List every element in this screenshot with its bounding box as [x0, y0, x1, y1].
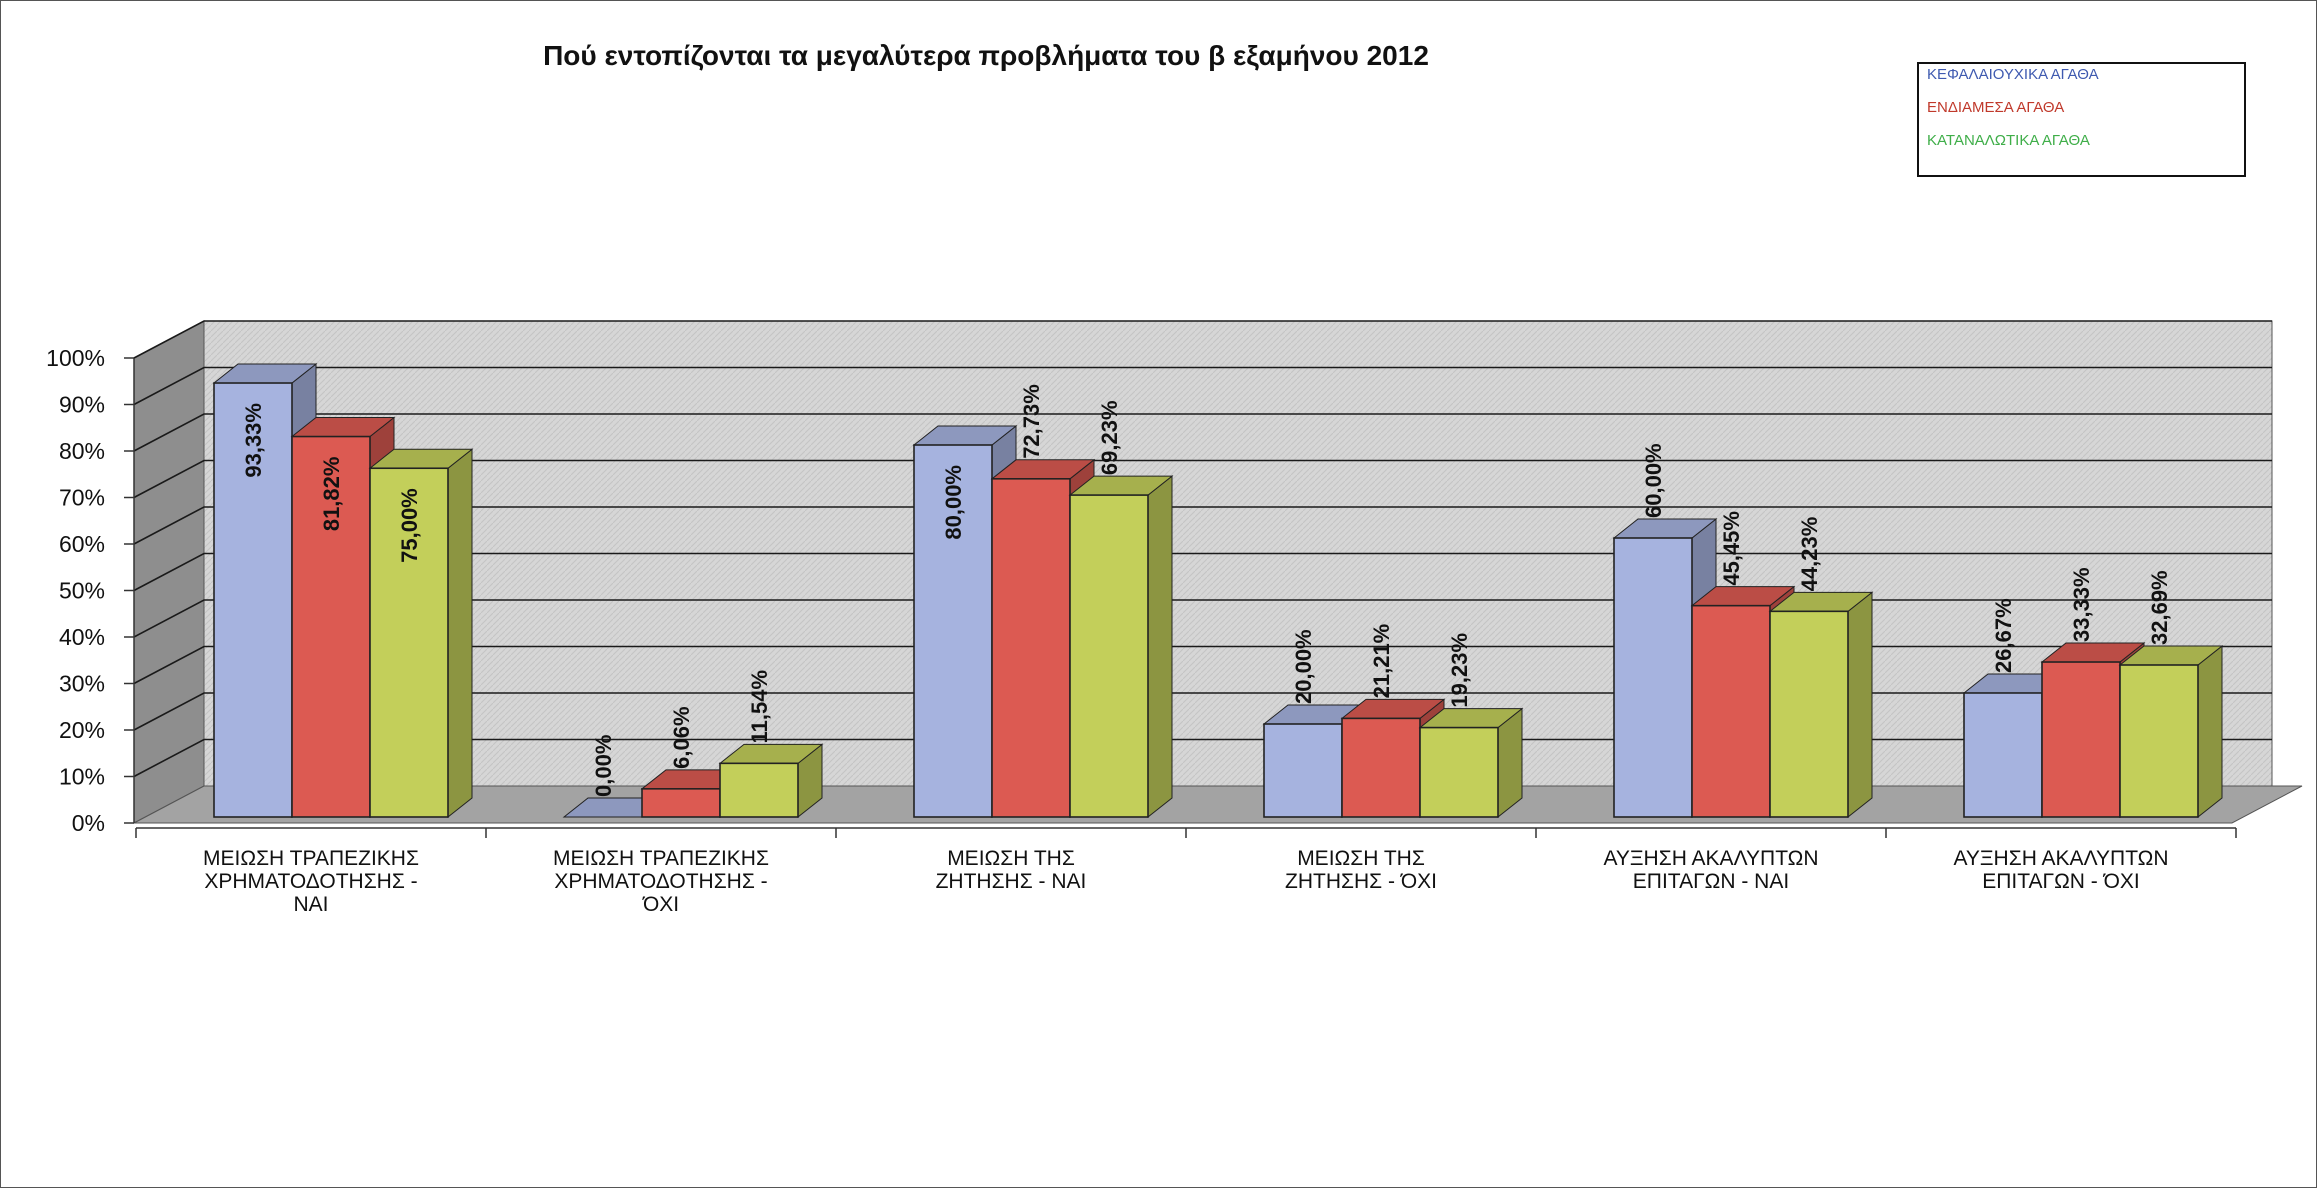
- y-tick-label: 80%: [59, 438, 105, 464]
- bar: [1768, 591, 1874, 819]
- bar: [718, 743, 824, 819]
- data-label: 72,73%: [1019, 384, 1044, 459]
- category-label: ΜΕΙΩΣΗ ΤΡΑΠΕΖΙΚΗΣ ΧΡΗΜΑΤΟΔΟΤΗΣΗΣ -ΌΧΙ: [553, 847, 769, 916]
- category-label: ΑΥΞΗΣΗ ΑΚΑΛΥΠΤΩΝ ΕΠΙΤΑΓΩΝ - ΝΑΙ: [1603, 847, 1818, 893]
- category-label: ΜΕΙΩΣΗ ΤΗΣ ΖΗΤΗΣΗΣ - ΌΧΙ: [1285, 847, 1437, 893]
- bar-front: [1769, 610, 1849, 818]
- gridline: [133, 366, 2272, 406]
- bar: [2118, 644, 2224, 819]
- bar-side: [447, 448, 473, 819]
- data-label: 80,00%: [941, 465, 966, 540]
- data-label: 20,00%: [1291, 629, 1316, 704]
- gridline: [133, 506, 2272, 545]
- data-label: 11,54%: [747, 670, 772, 743]
- gridline: [133, 599, 2272, 638]
- data-label: 33,33%: [2069, 567, 2094, 642]
- legend-entry: ΕΝΔΙΑΜΕΣΑ ΑΓΑΘΑ: [1927, 99, 2064, 116]
- y-tick-label: 60%: [59, 531, 105, 557]
- y-tick-label: 70%: [59, 485, 105, 511]
- bar-front: [2119, 664, 2199, 818]
- y-tick-label: 0%: [72, 810, 105, 836]
- data-label: 21,21%: [1369, 624, 1394, 699]
- bar-side: [2197, 644, 2223, 819]
- category-label: ΑΥΞΗΣΗ ΑΚΑΛΥΠΤΩΝ ΕΠΙΤΑΓΩΝ - ΌΧΙ: [1953, 847, 2168, 893]
- bar-front: [1341, 717, 1421, 818]
- bar-front: [369, 467, 449, 818]
- legend-box: [1917, 62, 2246, 177]
- bar-front: [1963, 692, 2043, 818]
- bar-front: [2041, 661, 2121, 818]
- y-tick-label: 20%: [59, 717, 105, 743]
- bar: [368, 448, 474, 819]
- data-label: 44,23%: [1797, 517, 1822, 592]
- data-label: 81,82%: [319, 457, 344, 532]
- bar-front: [719, 762, 799, 818]
- data-label: 6,06%: [669, 706, 694, 768]
- y-tick-label: 10%: [59, 764, 105, 790]
- y-tick-label: 50%: [59, 578, 105, 604]
- gridline: [133, 552, 2272, 592]
- gridline: [133, 413, 2272, 452]
- bar-front: [1691, 604, 1771, 818]
- data-label: 69,23%: [1097, 400, 1122, 475]
- data-label: 60,00%: [1641, 443, 1666, 518]
- legend: ΚΕΦΑΛΑΙΟΥΧΙΚΑ ΑΓΑΘΑ ΕΝΔΙΑΜΕΣΑ ΑΓΑΘΑ ΚΑΤΑΝΑ…: [1917, 62, 2246, 177]
- category-label: ΜΕΙΩΣΗ ΤΡΑΠΕΖΙΚΗΣ ΧΡΗΜΑΤΟΔΟΤΗΣΗΣ -ΝΑΙ: [203, 847, 419, 916]
- data-label: 0,00%: [591, 735, 616, 797]
- y-tick-label: 90%: [59, 392, 105, 418]
- data-label: 19,23%: [1447, 633, 1472, 708]
- data-label: 32,69%: [2147, 570, 2172, 645]
- legend-entry: ΚΕΦΑΛΑΙΟΥΧΙΚΑ ΑΓΑΘΑ: [1927, 66, 2099, 83]
- y-tick-label: 40%: [59, 624, 105, 650]
- y-tick-label: 30%: [59, 671, 105, 697]
- y-tick-label: 100%: [46, 345, 105, 371]
- bar-front: [1613, 537, 1693, 818]
- bar: [1068, 475, 1174, 819]
- bar-side: [1847, 591, 1873, 819]
- gridline: [133, 738, 2272, 778]
- chart-title: Πού εντοπίζονται τα μεγαλύτερα προβλήματ…: [543, 40, 1429, 71]
- bar-front: [1263, 723, 1343, 818]
- bar-front: [1419, 726, 1499, 818]
- category-label: ΜΕΙΩΣΗ ΤΗΣ ΖΗΤΗΣΗΣ - ΝΑΙ: [936, 847, 1087, 893]
- gridline: [133, 320, 2272, 359]
- legend-entry: ΚΑΤΑΝΑΛΩΤΙΚΑ ΑΓΑΘΑ: [1927, 132, 2090, 149]
- data-label: 93,33%: [241, 403, 266, 478]
- data-label: 75,00%: [397, 488, 422, 563]
- gridline: [133, 692, 2272, 731]
- gridline: [133, 459, 2272, 499]
- bar: [1418, 707, 1524, 819]
- data-label: 26,67%: [1991, 598, 2016, 673]
- bar-front: [641, 788, 721, 818]
- gridline: [133, 645, 2272, 685]
- bar-front: [1069, 494, 1149, 818]
- bar-front: [291, 435, 371, 818]
- bar-side: [1147, 475, 1173, 819]
- bar-front: [991, 478, 1071, 818]
- data-label: 45,45%: [1719, 511, 1744, 586]
